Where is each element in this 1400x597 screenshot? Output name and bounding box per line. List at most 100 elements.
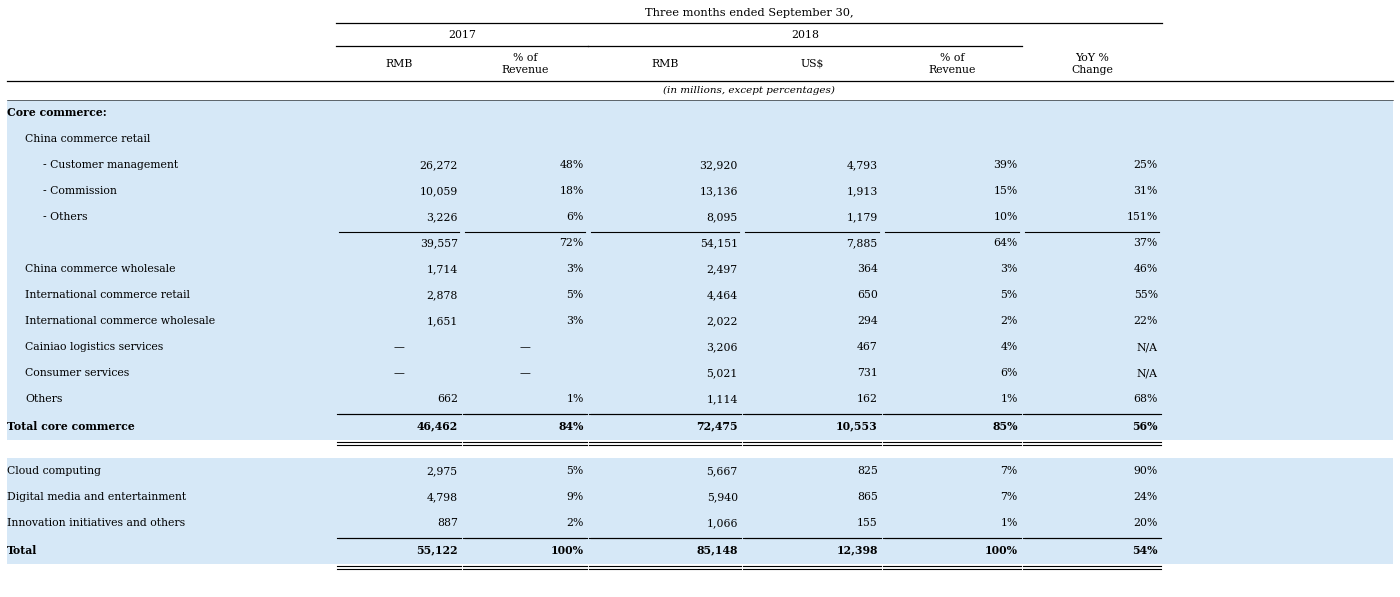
Text: 10%: 10% (994, 212, 1018, 222)
Text: 2,022: 2,022 (707, 316, 738, 326)
Text: 7%: 7% (1001, 492, 1018, 502)
Text: 5%: 5% (567, 466, 584, 476)
Text: 155: 155 (857, 518, 878, 528)
Text: 662: 662 (437, 394, 458, 404)
Text: RMB: RMB (651, 59, 679, 69)
Text: Cainiao logistics services: Cainiao logistics services (25, 342, 164, 352)
Text: Digital media and entertainment: Digital media and entertainment (7, 492, 186, 502)
Text: 5,667: 5,667 (707, 466, 738, 476)
Text: China commerce retail: China commerce retail (25, 134, 151, 144)
Text: 1,651: 1,651 (427, 316, 458, 326)
Text: 6%: 6% (1001, 368, 1018, 378)
Text: Consumer services: Consumer services (25, 368, 129, 378)
Text: 865: 865 (857, 492, 878, 502)
Text: 294: 294 (857, 316, 878, 326)
Text: 37%: 37% (1134, 238, 1158, 248)
Text: Total: Total (7, 544, 38, 555)
Text: 731: 731 (857, 368, 878, 378)
Text: 68%: 68% (1134, 394, 1158, 404)
Text: 3,226: 3,226 (426, 212, 458, 222)
Text: 39%: 39% (994, 160, 1018, 170)
Text: 22%: 22% (1134, 316, 1158, 326)
Text: International commerce retail: International commerce retail (25, 290, 190, 300)
Bar (7, 386, 1393, 412)
Text: 8,095: 8,095 (707, 212, 738, 222)
Text: International commerce wholesale: International commerce wholesale (25, 316, 216, 326)
Text: 20%: 20% (1134, 518, 1158, 528)
Text: RMB: RMB (385, 59, 413, 69)
Text: 1,179: 1,179 (847, 212, 878, 222)
Text: 31%: 31% (1134, 186, 1158, 196)
Bar (7, 334, 1393, 360)
Text: —: — (393, 368, 405, 378)
Text: 5%: 5% (1001, 290, 1018, 300)
Text: 5%: 5% (567, 290, 584, 300)
Text: 32,920: 32,920 (700, 160, 738, 170)
Text: 3,206: 3,206 (707, 342, 738, 352)
Bar (7, 152, 1393, 178)
Text: 4,464: 4,464 (707, 290, 738, 300)
Text: 2,975: 2,975 (427, 466, 458, 476)
Text: 1%: 1% (567, 394, 584, 404)
Text: China commerce wholesale: China commerce wholesale (25, 264, 176, 274)
Text: 467: 467 (857, 342, 878, 352)
Bar (7, 412, 1393, 440)
Text: 64%: 64% (994, 238, 1018, 248)
Text: 55,122: 55,122 (416, 544, 458, 555)
Text: Cloud computing: Cloud computing (7, 466, 101, 476)
Text: 1%: 1% (1001, 394, 1018, 404)
Text: Innovation initiatives and others: Innovation initiatives and others (7, 518, 185, 528)
Text: 2%: 2% (1001, 316, 1018, 326)
Text: 9%: 9% (567, 492, 584, 502)
Text: 10,553: 10,553 (836, 420, 878, 432)
Text: Others: Others (25, 394, 63, 404)
Text: 48%: 48% (560, 160, 584, 170)
Text: N/A: N/A (1137, 368, 1158, 378)
Text: —: — (519, 342, 531, 352)
Text: —: — (519, 368, 531, 378)
Text: 100%: 100% (550, 544, 584, 555)
Text: 162: 162 (857, 394, 878, 404)
Text: % of
Revenue: % of Revenue (928, 53, 976, 75)
Text: 54%: 54% (1133, 544, 1158, 555)
Text: 1,066: 1,066 (707, 518, 738, 528)
Text: 84%: 84% (559, 420, 584, 432)
Text: 3%: 3% (1001, 264, 1018, 274)
Text: 1,114: 1,114 (707, 394, 738, 404)
Bar (7, 440, 1393, 458)
Text: 151%: 151% (1127, 212, 1158, 222)
Bar (7, 126, 1393, 152)
Text: 2%: 2% (567, 518, 584, 528)
Text: 85%: 85% (993, 420, 1018, 432)
Text: 18%: 18% (560, 186, 584, 196)
Text: 54,151: 54,151 (700, 238, 738, 248)
Text: 72%: 72% (560, 238, 584, 248)
Text: - Customer management: - Customer management (43, 160, 179, 170)
Text: 5,940: 5,940 (707, 492, 738, 502)
Text: 72,475: 72,475 (696, 420, 738, 432)
Text: 46%: 46% (1134, 264, 1158, 274)
Text: 2,497: 2,497 (707, 264, 738, 274)
Text: 1%: 1% (1001, 518, 1018, 528)
Text: Total core commerce: Total core commerce (7, 420, 134, 432)
Text: 25%: 25% (1134, 160, 1158, 170)
Text: N/A: N/A (1137, 342, 1158, 352)
Text: - Commission: - Commission (43, 186, 118, 196)
Text: 90%: 90% (1134, 466, 1158, 476)
Text: US$: US$ (801, 59, 823, 69)
Text: 2018: 2018 (791, 30, 819, 40)
Bar (7, 100, 1393, 126)
Bar (7, 282, 1393, 308)
Bar (7, 484, 1393, 510)
Text: 4,793: 4,793 (847, 160, 878, 170)
Text: 56%: 56% (1133, 420, 1158, 432)
Text: Core commerce:: Core commerce: (7, 107, 106, 118)
Text: 5,021: 5,021 (707, 368, 738, 378)
Text: 3%: 3% (567, 316, 584, 326)
Text: 15%: 15% (994, 186, 1018, 196)
Text: 13,136: 13,136 (700, 186, 738, 196)
Text: (in millions, except percentages): (in millions, except percentages) (664, 85, 834, 94)
Text: —: — (393, 342, 405, 352)
Text: 650: 650 (857, 290, 878, 300)
Bar (7, 510, 1393, 536)
